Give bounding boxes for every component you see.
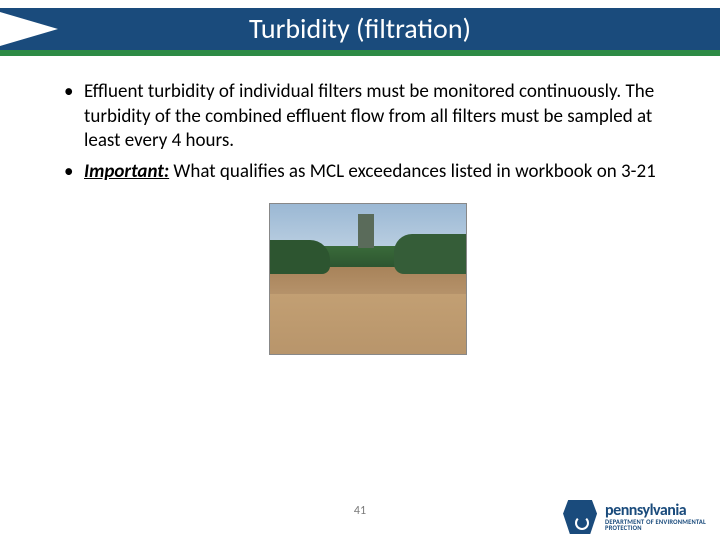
logo-text: pennsylvania DEPARTMENT OF ENVIRONMENTAL… (605, 503, 706, 532)
bullet-text: Effluent turbidity of individual filters… (84, 80, 672, 154)
logo-state: pennsylvania (605, 503, 706, 519)
bullet-marker: • (64, 160, 84, 185)
bullet-item: • Important: What qualifies as MCL excee… (64, 160, 672, 185)
image-trees-left (270, 240, 330, 274)
bullet-item: • Effluent turbidity of individual filte… (64, 80, 672, 154)
important-label: Important: (84, 160, 169, 183)
bullet-text: Important: What qualifies as MCL exceeda… (84, 160, 672, 185)
turbid-water-image (269, 203, 467, 355)
logo-dept-line2: PROTECTION (605, 525, 706, 532)
content-area: • Effluent turbidity of individual filte… (0, 56, 720, 355)
keystone-icon (563, 500, 597, 534)
image-trees-right (394, 234, 466, 274)
slide-title: Turbidity (filtration) (0, 8, 720, 50)
image-tower (358, 214, 374, 248)
title-bar: Turbidity (filtration) (0, 8, 720, 56)
bullet-marker: • (64, 80, 84, 154)
bullet-rest: What qualifies as MCL exceedances listed… (169, 160, 656, 183)
footer-logo: pennsylvania DEPARTMENT OF ENVIRONMENTAL… (563, 500, 706, 534)
title-underline (0, 50, 720, 56)
